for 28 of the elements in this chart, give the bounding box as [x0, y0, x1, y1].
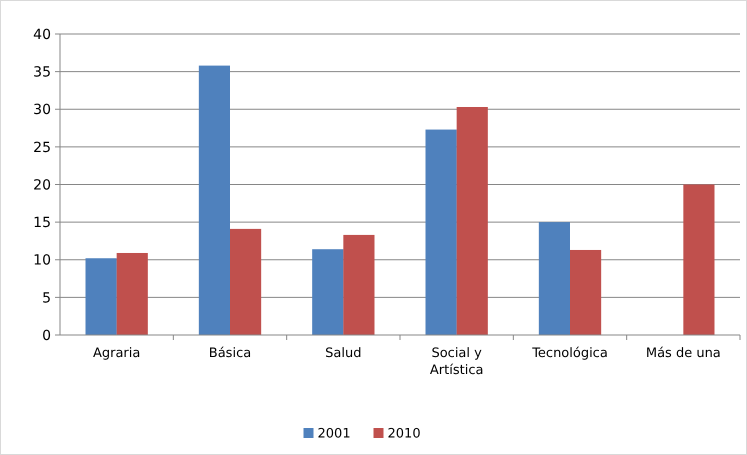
y-tick-label: 20	[33, 177, 51, 194]
legend-label: 2010	[388, 426, 421, 442]
y-tick-label: 30	[33, 102, 51, 118]
x-tick-label: Más de una	[646, 346, 721, 361]
bar	[538, 222, 570, 335]
legend-label: 2001	[318, 426, 351, 442]
y-tick-label: 10	[33, 252, 51, 269]
bar	[86, 258, 117, 335]
x-tick-label: Agraria	[92, 346, 140, 361]
bar	[312, 249, 344, 335]
bar	[198, 66, 230, 335]
x-tick-label: Tecnológica	[531, 346, 608, 361]
bar	[426, 130, 457, 335]
y-tick-label: 25	[33, 140, 51, 156]
y-tick-label: 0	[42, 328, 51, 344]
bar	[230, 228, 262, 335]
y-tick-label: 40	[33, 26, 51, 43]
y-tick-label: 35	[33, 64, 51, 81]
bar	[116, 252, 148, 335]
y-tick-label: 15	[33, 215, 51, 232]
bar	[683, 184, 714, 335]
bar	[343, 234, 374, 335]
bar	[456, 106, 488, 335]
y-tick-label: 5	[42, 290, 51, 306]
x-tick-label: Salud	[325, 346, 362, 361]
x-tick-label: Social y Artística	[430, 346, 484, 378]
bar	[570, 250, 602, 335]
x-tick-label: Básica	[208, 346, 252, 361]
